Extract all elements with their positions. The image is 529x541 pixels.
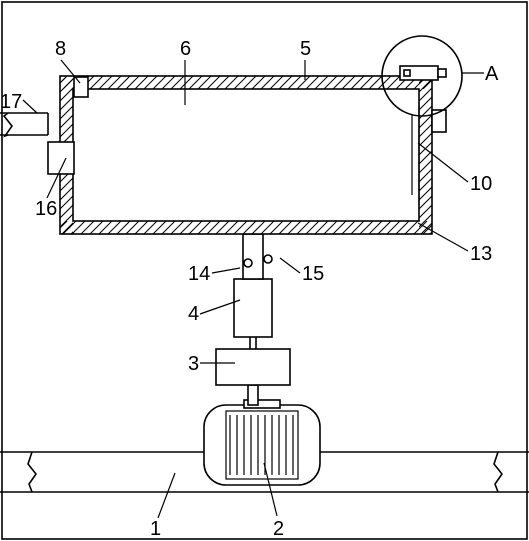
diagram-label: 4 <box>188 303 199 325</box>
diagram-label: 3 <box>188 353 199 375</box>
diagram-label: 1 <box>150 518 161 540</box>
diagram-label: 6 <box>180 38 191 60</box>
diagram-label: 13 <box>470 243 492 265</box>
diagram-label: 2 <box>273 518 284 540</box>
diagram-label: 14 <box>188 263 210 285</box>
diagram-label: 5 <box>300 38 311 60</box>
diagram-label: 8 <box>55 38 66 60</box>
diagram-label: 15 <box>302 263 324 285</box>
diagram-label: A <box>485 63 499 85</box>
diagram-label: 17 <box>0 91 22 113</box>
mechanical-diagram: 16 1 2 3 4 5 6 8 10 13 14 15 17 A <box>0 0 529 541</box>
svg-text:16: 16 <box>35 198 57 220</box>
diagram-label: 10 <box>470 173 492 195</box>
